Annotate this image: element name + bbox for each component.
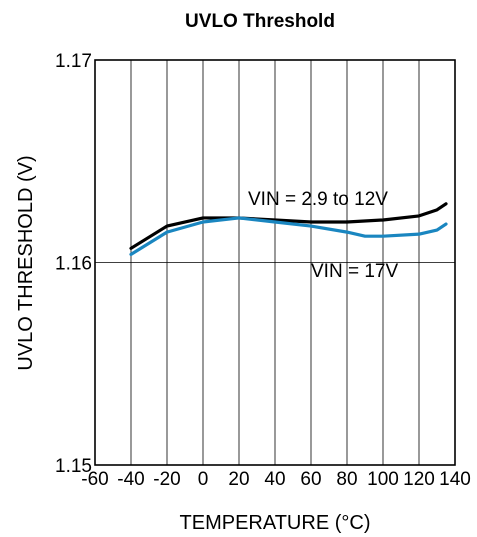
annotation-vin-17v: VIN = 17V [311, 261, 398, 282]
series-line-vin-17v [129, 216, 448, 256]
x-tick-label: 60 [300, 469, 321, 490]
x-tick-labels: -60 -40 -20 0 20 40 60 80 100 120 140 [81, 469, 471, 490]
y-axis-label: UVLO THRESHOLD (V) [15, 155, 37, 370]
x-tick-label: -60 [81, 469, 108, 490]
x-tick-label: 120 [403, 469, 435, 490]
y-tick-labels: 1.15 1.16 1.17 [55, 51, 92, 477]
x-tick-label: 100 [367, 469, 399, 490]
y-tick-label: 1.15 [55, 456, 92, 477]
y-tick-label: 1.17 [55, 51, 92, 72]
series-line-vin-2-9-to-12v [129, 202, 448, 250]
x-tick-label: 20 [228, 469, 249, 490]
x-axis-label: TEMPERATURE (°C) [180, 512, 371, 534]
x-tick-label: -40 [117, 469, 144, 490]
x-tick-label: 80 [336, 469, 357, 490]
chart-title: UVLO Threshold [185, 11, 335, 32]
x-tick-label: 40 [264, 469, 285, 490]
grid-lines [95, 60, 455, 465]
annotation-vin-2-9-to-12v: VIN = 2.9 to 12V [248, 189, 388, 210]
plot-area-frame [94, 59, 456, 466]
y-tick-label: 1.16 [55, 254, 92, 275]
x-tick-label: 140 [439, 469, 471, 490]
x-tick-label: -20 [153, 469, 180, 490]
x-tick-label: 0 [198, 469, 209, 490]
series-lines [129, 202, 448, 256]
